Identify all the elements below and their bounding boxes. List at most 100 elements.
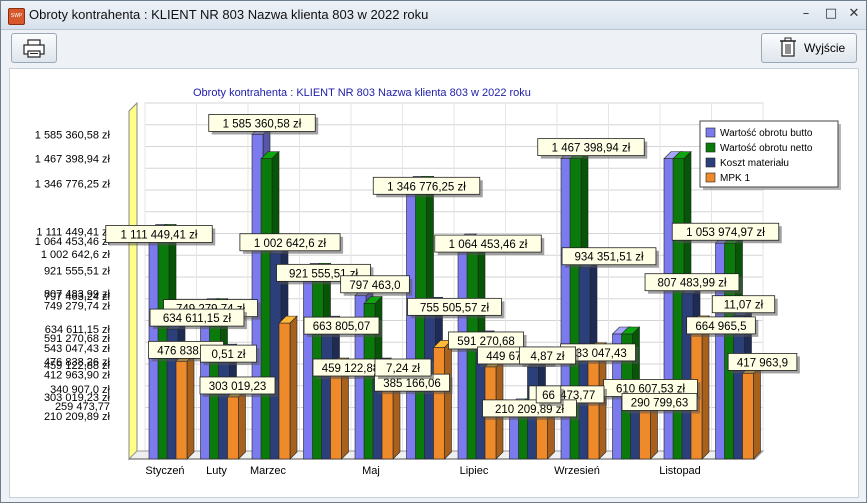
data-label-box bbox=[208, 114, 316, 132]
data-label: 11,07 zł bbox=[724, 300, 764, 312]
data-label: 7,24 zł bbox=[386, 363, 420, 375]
minimize-icon[interactable]: – bbox=[802, 6, 810, 21]
printer-icon bbox=[23, 39, 45, 58]
data-label-box bbox=[537, 138, 645, 157]
title-bar[interactable]: SWP Obroty kontrahenta : KLIENT NR 803 N… bbox=[1, 1, 866, 30]
data-label-box bbox=[199, 376, 276, 395]
bar-side bbox=[701, 315, 710, 460]
data-label-box bbox=[200, 344, 257, 363]
window-title: Obroty kontrahenta : KLIENT NR 803 Nazwa… bbox=[29, 7, 429, 22]
data-label: 610 607,53 zł bbox=[616, 383, 686, 395]
data-label-box bbox=[434, 234, 542, 253]
bar bbox=[742, 373, 754, 460]
bar-side bbox=[186, 353, 195, 460]
y-tick-label: 210 209,89 zł bbox=[44, 411, 111, 423]
legend-label: Wartość obrotu netto bbox=[720, 143, 813, 154]
app-icon: SWP bbox=[8, 8, 25, 25]
y-tick-label: 1 346 776,25 zł bbox=[35, 178, 111, 190]
data-label: 303 019,23 bbox=[209, 381, 267, 393]
exit-label: Wyjście bbox=[804, 41, 846, 55]
data-label: 807 483,99 zł bbox=[657, 278, 727, 290]
bar-side bbox=[444, 339, 452, 460]
data-label-box bbox=[372, 176, 481, 195]
data-label: 533 047,43 bbox=[569, 348, 627, 360]
y-tick-label: 797 463,24 zł bbox=[44, 291, 111, 303]
y-tick-label: 1 064 453,46 zł bbox=[35, 236, 111, 248]
data-label-box bbox=[239, 233, 341, 252]
y-axis-wall bbox=[128, 101, 138, 461]
legend-label: Wartość obrotu butto bbox=[720, 128, 813, 139]
maximize-icon[interactable]: □ bbox=[824, 6, 838, 21]
data-label: 0,51 zł bbox=[212, 349, 246, 361]
data-label: 290 799,63 bbox=[631, 397, 689, 409]
data-label: 1 053 974,97 zł bbox=[686, 227, 765, 239]
data-label-box bbox=[621, 393, 698, 411]
data-label: 385 166,06 bbox=[383, 378, 441, 390]
data-label: 1 002 642,6 zł bbox=[254, 238, 327, 250]
data-label-box bbox=[149, 308, 245, 327]
data-label-box bbox=[561, 247, 657, 266]
data-label-box bbox=[519, 346, 576, 365]
x-tick-label: Listopad bbox=[659, 465, 701, 477]
legend-swatch bbox=[705, 172, 716, 183]
x-tick-label: Wrzesień bbox=[554, 465, 600, 477]
data-label: 591 270,68 bbox=[457, 336, 515, 348]
y-tick-label: 476 838,26 zł bbox=[44, 356, 111, 368]
data-label: 1 585 360,58 zł bbox=[223, 118, 302, 130]
bar-side bbox=[289, 315, 298, 460]
data-label-box bbox=[303, 316, 380, 335]
print-button[interactable] bbox=[11, 33, 57, 63]
data-label: 66 bbox=[542, 390, 555, 402]
legend-swatch bbox=[705, 142, 716, 153]
y-tick-label: 591 270,68 zł bbox=[44, 333, 111, 345]
x-tick-label: Styczeń bbox=[145, 465, 184, 477]
data-label-box bbox=[644, 273, 740, 292]
y-tick-label: 634 611,15 zł bbox=[45, 324, 111, 336]
chart-area: Obroty kontrahenta : KLIENT NR 803 Nazwa… bbox=[9, 68, 859, 498]
data-label: 1 111 449,41 zł bbox=[121, 229, 198, 241]
data-label-box bbox=[711, 295, 776, 314]
data-label: 417 963,9 bbox=[737, 357, 788, 369]
x-tick-label: Maj bbox=[362, 465, 380, 477]
y-tick-label: 340 907,0 zł bbox=[50, 384, 110, 396]
y-tick-label: 459 122,88 zł bbox=[44, 360, 111, 372]
data-label: 634 611,15 zł bbox=[163, 313, 232, 325]
data-label: 1 346 776,25 zł bbox=[387, 181, 466, 193]
y-tick-label: 303 019,23 zł bbox=[44, 392, 111, 404]
toolbar: Wyjście bbox=[1, 30, 866, 66]
data-label: 1 467 398,94 zł bbox=[552, 143, 631, 155]
data-label-box bbox=[105, 225, 213, 243]
data-label-box bbox=[535, 385, 562, 404]
data-label-box bbox=[686, 316, 756, 335]
bar bbox=[278, 322, 291, 460]
legend-box bbox=[699, 120, 839, 188]
data-label-box bbox=[340, 275, 410, 294]
data-label: 755 505,57 zł bbox=[420, 302, 490, 314]
data-label: 797 463,0 bbox=[349, 280, 400, 292]
bar bbox=[175, 361, 188, 460]
bar bbox=[227, 396, 239, 460]
data-label-box bbox=[374, 358, 432, 377]
legend-swatch bbox=[705, 157, 716, 168]
y-tick-label: 1 002 642,6 zł bbox=[41, 249, 111, 261]
y-tick-label: 1 585 360,58 zł bbox=[35, 129, 111, 141]
legend-swatch bbox=[705, 127, 716, 138]
data-label: 934 351,51 zł bbox=[574, 252, 644, 264]
chart-title: Obroty kontrahenta : KLIENT NR 803 Nazwa… bbox=[193, 87, 531, 99]
y-tick-label: 921 555,51 zł bbox=[44, 265, 111, 277]
data-label-box bbox=[727, 353, 798, 371]
data-label: 459 122,88 bbox=[322, 363, 380, 375]
x-tick-label: Lipiec bbox=[460, 465, 489, 477]
data-label-box bbox=[407, 297, 502, 316]
y-tick-label: 1 111 449,41 zł bbox=[36, 226, 110, 238]
close-icon[interactable]: ✕ bbox=[848, 6, 860, 21]
exit-button[interactable]: Wyjście bbox=[761, 33, 857, 63]
data-label: 4,87 zł bbox=[531, 351, 565, 363]
x-tick-label: Marzec bbox=[250, 465, 287, 477]
bar-side bbox=[753, 365, 761, 460]
y-tick-label: 749 279,74 zł bbox=[44, 301, 111, 313]
bar bbox=[433, 347, 445, 460]
legend-label: MPK 1 bbox=[720, 173, 750, 184]
data-label: 664 965,5 bbox=[695, 321, 746, 333]
y-tick-label: 543 047,43 zł bbox=[44, 343, 111, 355]
